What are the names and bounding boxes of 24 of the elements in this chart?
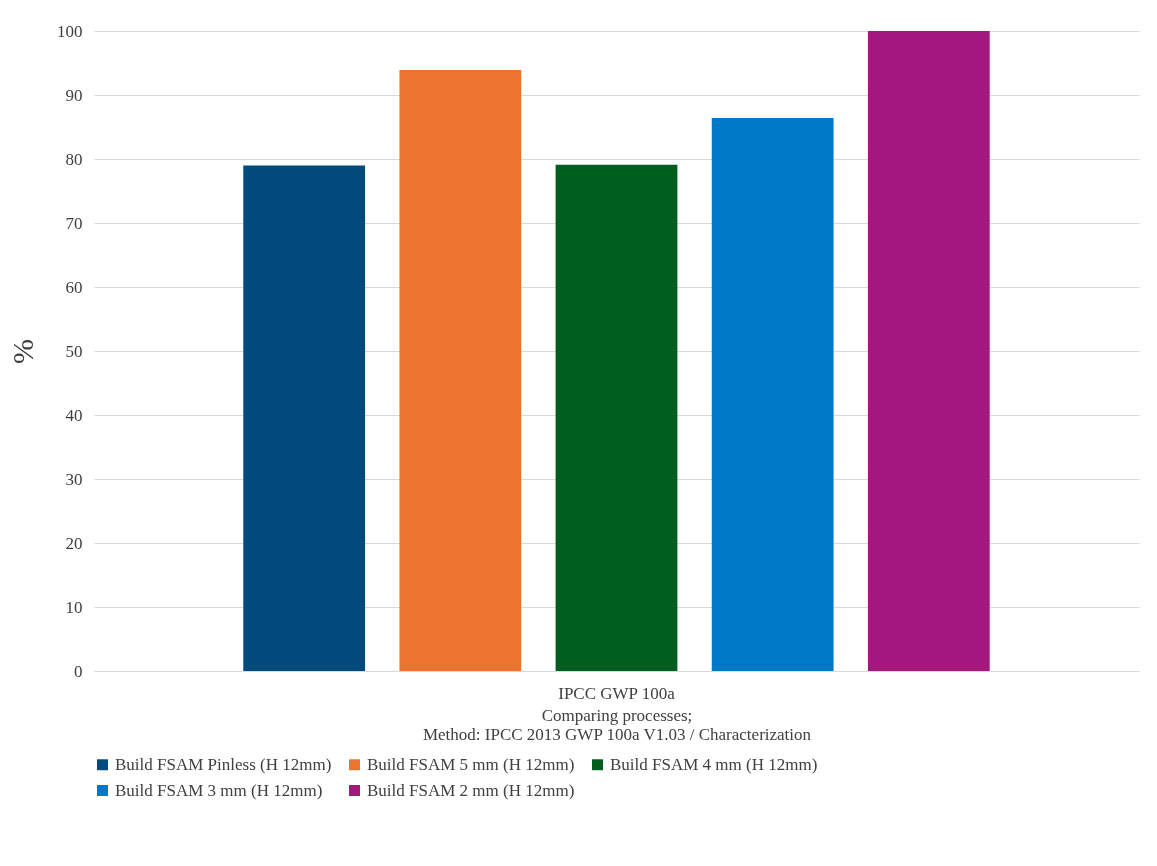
y-tick-label: 100 [57, 21, 83, 41]
bar [399, 70, 522, 671]
x-tick-label: IPCC GWP 100a [558, 683, 676, 703]
bar [243, 165, 366, 671]
legend-label: Build FSAM 5 mm (H 12mm) [367, 754, 575, 774]
bar [555, 164, 678, 671]
y-tick-label: 50 [65, 341, 83, 361]
y-tick-label: 40 [65, 405, 83, 425]
y-tick-label: 70 [65, 213, 83, 233]
bar [867, 31, 990, 671]
legend-label: Build FSAM 3 mm (H 12mm) [115, 780, 323, 800]
legend-label: Build FSAM 2 mm (H 12mm) [367, 780, 575, 800]
bar [711, 118, 834, 671]
legend-label: Build FSAM 4 mm (H 12mm) [610, 754, 818, 774]
y-tick-label: 60 [65, 277, 83, 297]
x-axis-title: Comparing processes; Method: IPCC 2013 GWP 100a V1.03 / Characterization [422, 705, 812, 744]
y-tick-label: 80 [65, 149, 83, 169]
y-axis-title: % [6, 339, 39, 364]
legend-label: Build FSAM Pinless (H 12mm) [115, 754, 332, 774]
y-tick-label: 20 [65, 533, 83, 553]
y-tick-label: 30 [65, 469, 83, 489]
y-tick-label: 10 [65, 597, 83, 617]
y-tick-label: 0 [74, 661, 83, 681]
y-tick-label: 90 [65, 85, 83, 105]
